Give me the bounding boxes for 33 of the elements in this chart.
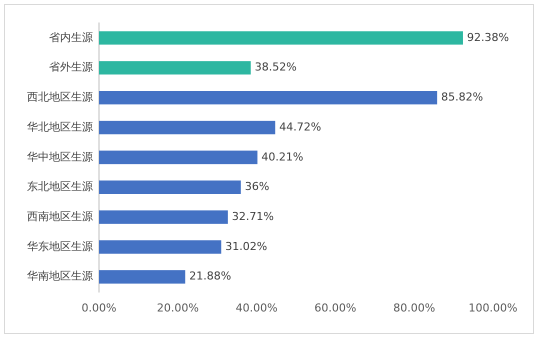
- y-tick-label: 东北地区生源: [27, 180, 93, 194]
- data-label: 44.72%: [279, 120, 322, 134]
- data-label: 38.52%: [254, 60, 297, 74]
- bar: [99, 90, 438, 104]
- bar: [99, 240, 222, 254]
- bar: [99, 31, 463, 45]
- data-label: 85.82%: [441, 90, 484, 104]
- y-tick-label: 华中地区生源: [27, 150, 93, 164]
- x-tick-label: 20.00%: [156, 301, 199, 314]
- y-tick-label: 省外生源: [49, 60, 93, 74]
- y-tick-label: 华南地区生源: [27, 270, 93, 283]
- y-tick-label: 华东地区生源: [27, 240, 93, 253]
- x-tick-label: 100.00%: [468, 301, 518, 314]
- bar: [99, 210, 228, 224]
- data-label: 31.02%: [225, 240, 268, 253]
- bar: [99, 270, 186, 284]
- bar: [99, 180, 241, 194]
- bar: [99, 150, 258, 164]
- y-tick-label: 西北地区生源: [27, 90, 93, 104]
- data-label: 40.21%: [261, 150, 304, 164]
- y-tick-label: 西南地区生源: [27, 210, 93, 223]
- x-tick-label: 0.00%: [82, 301, 116, 314]
- y-tick-label: 省内生源: [49, 30, 93, 44]
- x-tick-label: 60.00%: [314, 301, 356, 314]
- data-label: 21.88%: [189, 270, 232, 283]
- y-tick-label: 华北地区生源: [27, 120, 93, 134]
- bar: [99, 120, 276, 134]
- data-label: 36%: [244, 180, 270, 194]
- bar: [99, 61, 251, 75]
- x-tick-label: 80.00%: [393, 301, 436, 314]
- x-tick-label: 40.00%: [236, 301, 278, 314]
- data-label: 92.38%: [466, 30, 509, 44]
- data-label: 32.71%: [232, 210, 274, 223]
